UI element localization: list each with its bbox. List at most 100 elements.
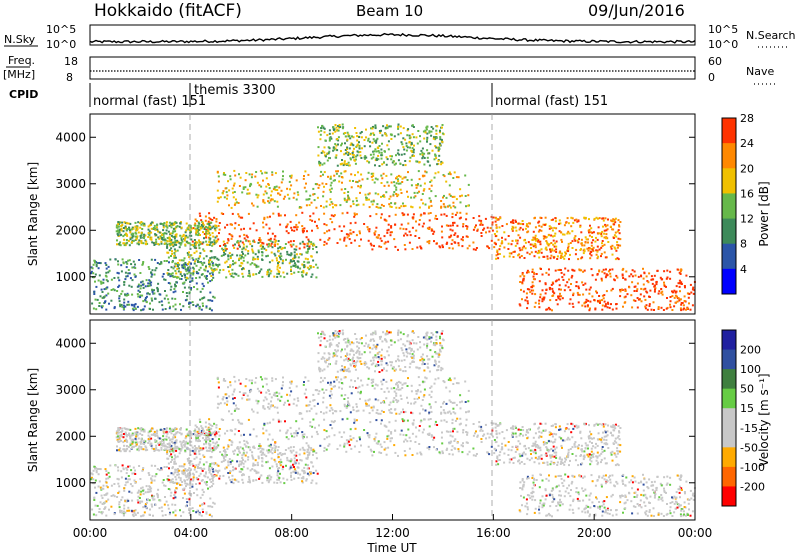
power-cell [168, 240, 171, 243]
power-cell [268, 227, 271, 230]
power-cell [402, 127, 405, 130]
velocity-cell [189, 507, 192, 510]
power-cell [428, 206, 430, 209]
velocity-cell [332, 355, 335, 358]
velocity-cell [91, 508, 94, 511]
power-cell [99, 295, 102, 298]
power-cell [174, 275, 177, 278]
velocity-cell [95, 467, 98, 470]
velocity-cell [131, 485, 134, 488]
power-cell [446, 241, 449, 244]
power-cell [252, 204, 255, 207]
power-cell [472, 217, 475, 219]
power-cell [211, 279, 213, 282]
power-cell [545, 308, 548, 311]
power-cell [353, 159, 356, 162]
power-cell [639, 298, 641, 301]
velocity-cell [395, 383, 397, 386]
power-cell [120, 270, 123, 273]
power-cell [555, 245, 558, 248]
power-cell [514, 244, 517, 247]
velocity-cell [381, 340, 384, 343]
velocity-cell [350, 379, 353, 382]
power-cell [192, 266, 195, 269]
velocity-cell [101, 512, 103, 515]
power-cell [390, 202, 393, 205]
power-cell [278, 271, 281, 273]
velocity-cell [453, 427, 456, 430]
power-cell [436, 218, 439, 220]
velocity-cell [205, 512, 208, 515]
power-cell [648, 272, 651, 275]
velocity-cell [371, 384, 374, 387]
power-cell [269, 199, 272, 202]
power-cell [422, 155, 425, 158]
velocity-cell [380, 388, 383, 390]
power-cell [172, 227, 175, 230]
power-cell [172, 267, 175, 270]
power-cell [137, 283, 140, 286]
velocity-cell [325, 430, 328, 433]
power-cell [297, 193, 300, 196]
velocity-cell [357, 409, 360, 412]
velocity-cell [195, 438, 198, 441]
power-cell [312, 187, 315, 190]
velocity-cell [331, 338, 334, 341]
power-cell [245, 239, 248, 242]
power-cell [373, 233, 376, 236]
velocity-cell [419, 341, 421, 344]
power-cell [164, 242, 166, 245]
power-cell [209, 234, 212, 237]
power-cell [419, 140, 422, 143]
power-cell [113, 307, 116, 310]
power-cell [439, 131, 441, 134]
power-cell [153, 292, 156, 295]
power-cell [319, 133, 322, 136]
power-cell [249, 185, 251, 188]
power-cell [691, 304, 694, 307]
power-cell [341, 159, 343, 161]
power-cell [129, 238, 132, 241]
velocity-cell [341, 365, 343, 367]
power-cell [352, 231, 355, 234]
velocity-cell [286, 429, 289, 432]
power-cell [268, 268, 271, 271]
power-cell [688, 302, 690, 305]
power-cell [258, 184, 261, 187]
power-cell [440, 160, 443, 163]
power-cell [520, 288, 522, 291]
power-cell [277, 192, 279, 195]
velocity-cell [293, 398, 296, 401]
power-cell [549, 248, 551, 251]
velocity-cell [305, 388, 307, 391]
velocity-cell [389, 411, 392, 414]
power-cell [528, 253, 531, 256]
power-cell [145, 295, 148, 298]
velocity-cell [232, 390, 235, 393]
power-cell [295, 198, 298, 201]
velocity-cell [426, 362, 429, 365]
velocity-cell [419, 451, 422, 454]
power-cell [233, 191, 236, 193]
power-cell [409, 234, 412, 237]
power-cell [561, 240, 563, 243]
power-cell [303, 246, 306, 249]
velocity-cell [398, 412, 401, 415]
power-cell [513, 250, 516, 253]
velocity-cell [322, 401, 325, 404]
power-cell [211, 262, 214, 264]
power-cell [293, 262, 296, 265]
power-cell [286, 187, 289, 190]
power-cell [442, 174, 445, 176]
velocity-cell [259, 376, 262, 379]
power-cell [411, 154, 414, 157]
power-cell [212, 225, 215, 228]
power-cell [277, 240, 280, 242]
power-cell [404, 232, 407, 235]
power-cell [228, 204, 230, 207]
velocity-cell [217, 381, 220, 384]
power-cell [373, 133, 376, 136]
power-cell [344, 135, 347, 138]
velocity-cell [321, 356, 324, 359]
velocity-cell [390, 412, 393, 414]
